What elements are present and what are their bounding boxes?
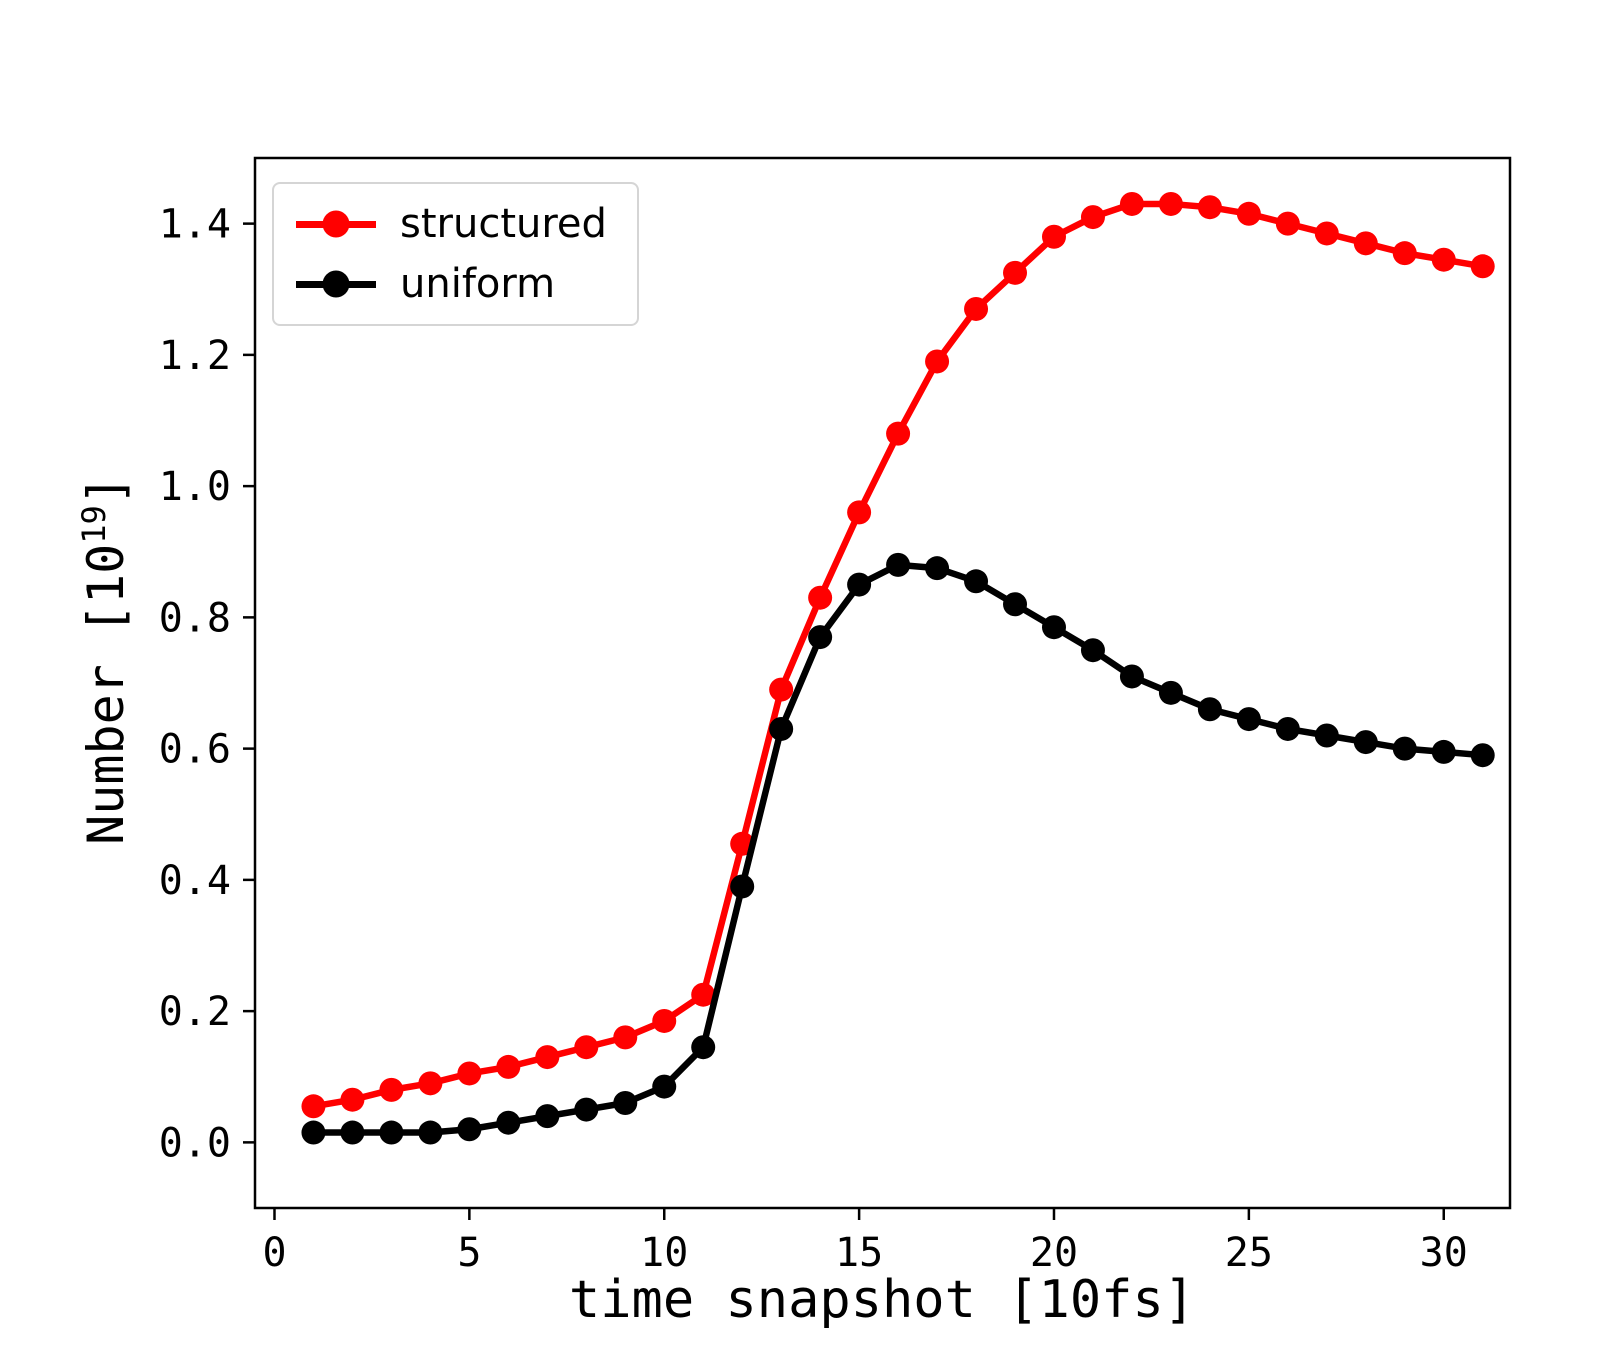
legend-label-structured: structured: [400, 201, 607, 247]
marker-structured: [1003, 260, 1028, 285]
legend: structured uniform: [272, 182, 639, 326]
marker-structured: [613, 1025, 638, 1050]
marker-uniform: [535, 1104, 560, 1129]
marker-structured: [1197, 195, 1222, 220]
legend-marker-structured: [296, 210, 376, 238]
marker-uniform: [925, 556, 950, 581]
marker-structured: [535, 1045, 560, 1070]
marker-structured: [1236, 201, 1261, 226]
marker-structured: [847, 500, 872, 525]
marker-uniform: [1119, 664, 1144, 689]
marker-uniform: [1431, 739, 1456, 764]
line-structured: [310, 200, 1486, 1110]
marker-structured: [808, 585, 833, 610]
marker-uniform: [1236, 707, 1261, 732]
marker-structured: [1041, 224, 1066, 249]
line-uniform: [310, 561, 1486, 1136]
marker-uniform: [418, 1120, 443, 1145]
marker-structured: [1353, 231, 1378, 256]
marker-uniform: [1003, 592, 1028, 617]
x-tick-label: 5: [457, 1230, 481, 1276]
legend-marker-uniform: [296, 270, 376, 298]
marker-uniform: [808, 625, 833, 650]
marker-structured: [1314, 221, 1339, 246]
y-tick-label: 0.6: [159, 727, 231, 773]
x-tick-label: 15: [835, 1230, 883, 1276]
y-axis-label-base: Number [10: [76, 543, 135, 845]
legend-label-uniform: uniform: [400, 261, 556, 307]
legend-dot-uniform: [322, 270, 350, 298]
marker-uniform: [1470, 743, 1495, 768]
marker-uniform: [379, 1120, 404, 1145]
legend-dot-structured: [322, 210, 350, 238]
marker-structured: [301, 1094, 326, 1119]
marker-structured: [691, 982, 716, 1007]
y-axis-label-exponent: 19: [75, 505, 114, 544]
x-axis: 0 5 10 15 20 25 30: [262, 1208, 1468, 1276]
marker-uniform: [457, 1117, 482, 1142]
x-tick-label: 0: [262, 1230, 286, 1276]
marker-structured: [574, 1035, 599, 1060]
marker-uniform: [1314, 723, 1339, 748]
marker-uniform: [964, 569, 989, 594]
marker-uniform: [652, 1074, 677, 1099]
x-tick-label: 30: [1420, 1230, 1468, 1276]
y-tick-label: 0.8: [159, 595, 231, 641]
marker-uniform: [613, 1091, 638, 1115]
marker-structured: [769, 677, 794, 702]
marker-uniform: [574, 1097, 599, 1122]
marker-uniform: [1041, 615, 1066, 640]
marker-uniform: [301, 1120, 326, 1145]
y-axis-label: Number [1019]: [75, 475, 135, 845]
marker-structured: [379, 1077, 404, 1102]
y-axis: 0.0 0.2 0.4 0.6 0.8 1.0 1.2 1.4: [159, 202, 255, 1166]
marker-structured: [1392, 241, 1417, 266]
marker-uniform: [691, 1035, 716, 1060]
marker-uniform: [1080, 638, 1105, 663]
marker-structured: [1275, 211, 1300, 236]
y-tick-label: 0.2: [159, 989, 231, 1035]
y-tick-label: 0.0: [159, 1120, 231, 1166]
marker-structured: [1080, 205, 1105, 230]
marker-structured: [1158, 191, 1183, 216]
marker-structured: [496, 1054, 521, 1079]
marker-structured: [886, 421, 911, 446]
x-tick-label: 10: [640, 1230, 688, 1276]
marker-uniform: [1353, 730, 1378, 755]
marker-uniform: [496, 1110, 521, 1135]
marker-uniform: [1158, 680, 1183, 705]
axes-frame: [253, 156, 1512, 1210]
y-tick-label: 1.2: [159, 333, 231, 379]
marker-uniform: [730, 874, 755, 899]
x-tick-label: 25: [1225, 1230, 1273, 1276]
marker-structured: [925, 349, 950, 374]
marker-structured: [1119, 191, 1144, 216]
marker-structured: [340, 1087, 365, 1112]
marker-structured: [418, 1071, 443, 1096]
x-axis-label: time snapshot [10fs]: [568, 1270, 1196, 1330]
series-uniform: [301, 552, 1495, 1145]
marker-uniform: [769, 716, 794, 741]
marker-uniform: [1197, 697, 1222, 722]
legend-entry-structured: structured: [296, 202, 607, 246]
marker-structured: [964, 296, 989, 321]
marker-uniform: [1392, 736, 1417, 761]
y-axis-label-close: ]: [76, 475, 135, 506]
y-tick-label: 0.4: [159, 858, 231, 904]
y-tick-label: 1.0: [159, 464, 231, 510]
marker-uniform: [1275, 716, 1300, 741]
legend-entry-uniform: uniform: [296, 262, 607, 306]
marker-structured: [1431, 247, 1456, 272]
x-tick-label: 20: [1030, 1230, 1078, 1276]
marker-uniform: [886, 552, 911, 577]
marker-structured: [1470, 254, 1495, 279]
marker-uniform: [847, 572, 872, 597]
y-tick-label: 1.4: [159, 202, 231, 248]
marker-uniform: [340, 1120, 365, 1145]
series-structured: [301, 191, 1495, 1119]
marker-structured: [652, 1008, 677, 1033]
marker-structured: [457, 1061, 482, 1086]
